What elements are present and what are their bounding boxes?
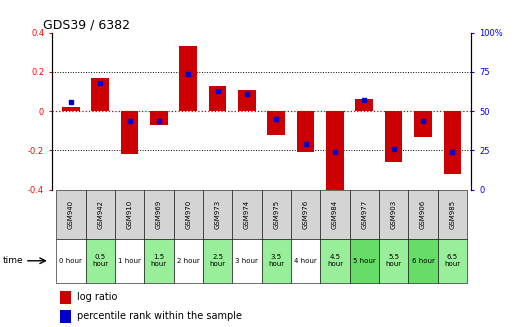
Bar [232,239,262,283]
Bar [174,190,203,239]
Bar [291,239,320,283]
Bar [174,239,203,283]
Text: 0.5
hour: 0.5 hour [92,254,108,267]
Bar [262,190,291,239]
Text: 4.5
hour: 4.5 hour [327,254,343,267]
Bar [60,291,70,303]
Text: percentile rank within the sample: percentile rank within the sample [77,311,242,321]
Bar [179,46,197,111]
Text: 6.5
hour: 6.5 hour [444,254,461,267]
Text: 5.5
hour: 5.5 hour [385,254,401,267]
Bar [91,78,109,111]
Text: GSM975: GSM975 [274,199,279,229]
Bar [150,111,168,125]
Bar [297,111,314,152]
Bar [115,190,144,239]
Bar [85,239,115,283]
Text: GSM976: GSM976 [303,199,309,229]
Bar [350,239,379,283]
Bar [267,111,285,135]
Bar [121,111,138,154]
Text: GDS39 / 6382: GDS39 / 6382 [44,19,131,31]
Text: GSM942: GSM942 [97,200,103,229]
Bar [320,239,350,283]
Bar [326,111,344,194]
Bar [438,239,467,283]
Bar [355,99,373,111]
Text: 6 hour: 6 hour [411,258,435,264]
Bar [56,239,85,283]
Bar [144,239,174,283]
Text: GSM977: GSM977 [361,199,367,229]
Bar [350,190,379,239]
Bar [60,310,70,323]
Text: 1.5
hour: 1.5 hour [151,254,167,267]
Bar [115,239,144,283]
Bar [443,111,461,174]
Text: GSM969: GSM969 [156,199,162,229]
Text: GSM970: GSM970 [185,199,191,229]
Bar [203,239,232,283]
Bar [408,239,438,283]
Text: 1 hour: 1 hour [118,258,141,264]
Bar [379,239,408,283]
Text: GSM906: GSM906 [420,199,426,229]
Text: GSM985: GSM985 [449,199,455,229]
Bar [385,111,402,162]
Bar [56,190,85,239]
Bar [144,190,174,239]
Bar [238,90,256,111]
Text: GSM973: GSM973 [214,199,221,229]
Text: log ratio: log ratio [77,292,118,302]
Bar [262,239,291,283]
Text: 0 hour: 0 hour [60,258,82,264]
Text: GSM910: GSM910 [126,199,133,229]
Text: 2.5
hour: 2.5 hour [209,254,226,267]
Text: 3 hour: 3 hour [236,258,258,264]
Bar [379,190,408,239]
Text: 2 hour: 2 hour [177,258,199,264]
Bar [414,111,432,137]
Text: time: time [3,256,23,265]
Bar [438,190,467,239]
Text: 5 hour: 5 hour [353,258,376,264]
Text: 4 hour: 4 hour [294,258,317,264]
Text: GSM984: GSM984 [332,199,338,229]
Text: GSM974: GSM974 [244,199,250,229]
Text: 3.5
hour: 3.5 hour [268,254,284,267]
Text: GSM903: GSM903 [391,199,397,229]
Bar [408,190,438,239]
Bar [320,190,350,239]
Bar [291,190,320,239]
Bar [62,107,80,111]
Bar [85,190,115,239]
Text: GSM940: GSM940 [68,199,74,229]
Bar [203,190,232,239]
Bar [232,190,262,239]
Bar [209,86,226,111]
